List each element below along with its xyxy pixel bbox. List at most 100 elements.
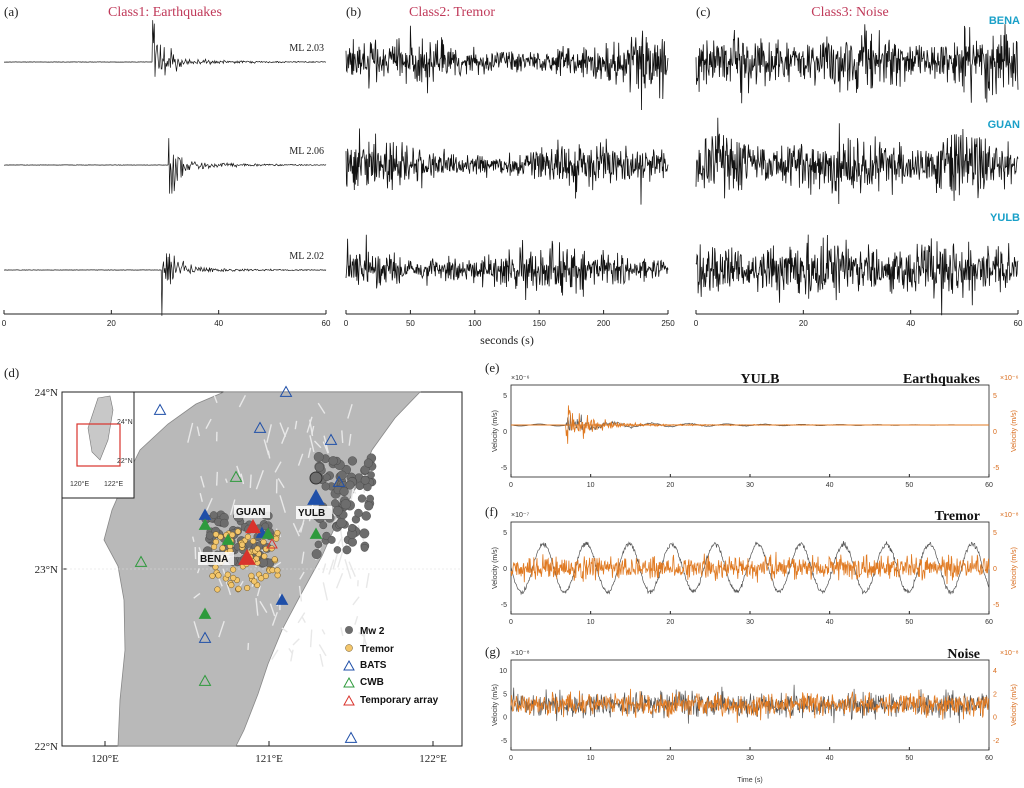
tremor-marker <box>274 529 281 536</box>
waveform-trace <box>3 253 327 316</box>
y-axis-label-right: Velocity (m/s) <box>1011 547 1018 589</box>
tremor-marker <box>209 572 216 579</box>
cwb-station-icon <box>198 607 212 619</box>
earthquake-marker <box>342 545 352 555</box>
y-tick-label: 10 <box>499 668 507 675</box>
tremor-marker <box>254 545 261 552</box>
y-tick-label-right: -5 <box>993 465 999 472</box>
x-tick-label: 0 <box>509 755 513 762</box>
x-tick-label: 20 <box>107 319 116 328</box>
wave-class-title: Tremor <box>935 509 980 524</box>
bats-station-icon <box>153 403 167 415</box>
terrain-shade <box>288 648 293 654</box>
y-axis-label: Velocity (m/s) <box>492 684 499 726</box>
tremor-marker <box>271 556 278 563</box>
earthquake-marker <box>219 518 229 528</box>
y-tick-label-right: -5 <box>993 602 999 609</box>
y-tick-label-right: 2 <box>993 691 997 698</box>
panel-title: Class1: Earthquakes <box>108 5 222 20</box>
x-tick-label: 60 <box>985 619 993 626</box>
tremor-marker <box>217 533 224 540</box>
earthquake-marker <box>332 506 343 516</box>
bats-station-icon <box>198 631 212 643</box>
y-tick-label: -5 <box>501 738 507 745</box>
earthquake-marker <box>314 540 323 549</box>
earthquake-marker <box>360 543 369 552</box>
velocity-trace-orange <box>510 688 990 723</box>
earthquake-marker <box>348 523 357 532</box>
x-tick-label: 100 <box>468 319 482 328</box>
terrain-shade <box>297 612 306 624</box>
panel-label: (a) <box>4 4 18 19</box>
earthquake-marker <box>366 494 374 503</box>
x-tick-label: 50 <box>905 755 913 762</box>
terrain-shade <box>281 627 288 633</box>
terrain-shade <box>299 571 305 580</box>
bats-station-icon <box>332 475 346 487</box>
terrain-shade <box>273 561 282 568</box>
x-tick-label: 20 <box>666 482 674 489</box>
x-tick-label: 20 <box>666 619 674 626</box>
x-tick-label: 250 <box>661 319 675 328</box>
temporary-station-icon <box>238 548 256 565</box>
waveform-trace <box>695 24 1019 104</box>
x-tick-label: 40 <box>826 482 834 489</box>
x-tick-label: 20 <box>799 319 808 328</box>
terrain-shade <box>322 582 328 601</box>
bats-station-icon <box>279 385 293 397</box>
x-tick-label: 0 <box>509 619 513 626</box>
x-tick-label: 50 <box>905 619 913 626</box>
terrain-shade <box>352 596 360 606</box>
tremor-marker <box>224 571 231 578</box>
temporary-station-icon <box>266 537 278 549</box>
earthquake-marker <box>367 471 375 479</box>
y-tick-label-right: 4 <box>993 668 997 675</box>
tremor-marker <box>251 578 258 585</box>
tremor-marker <box>230 566 237 573</box>
terrain-shade <box>263 439 270 456</box>
tremor-marker <box>250 538 257 545</box>
terrain-shade <box>337 551 344 568</box>
earthquake-marker <box>261 522 269 531</box>
terrain-shade <box>187 422 194 443</box>
y-tick-label-right: 5 <box>993 530 997 537</box>
terrain-shade <box>193 621 200 639</box>
terrain-shade <box>271 611 278 626</box>
waveform-trace <box>345 234 669 301</box>
terrain-shade <box>301 551 305 564</box>
bats-station-icon <box>344 731 358 743</box>
tremor-marker <box>260 538 267 546</box>
waveform-trace <box>3 138 327 194</box>
y-axis-label-right: Velocity (m/s) <box>1011 684 1018 726</box>
panel-title: Class2: Tremor <box>409 5 495 20</box>
cwb-station-icon <box>198 674 212 686</box>
tremor-marker <box>212 564 219 571</box>
terrain-shade <box>200 475 205 488</box>
terrain-shade <box>193 592 201 599</box>
station-label-bg <box>296 506 332 519</box>
earthquake-marker <box>337 470 347 480</box>
y-tick-label: 0 <box>503 566 507 573</box>
terrain-shade <box>309 435 315 453</box>
right-exponent: ×10⁻⁸ <box>1000 512 1019 519</box>
terrain-shade <box>196 426 201 437</box>
x-tick-label: 0 <box>509 482 513 489</box>
bats-station-icon <box>307 488 325 505</box>
inset-taiwan <box>87 395 114 461</box>
y-axis-label: Velocity (m/s) <box>492 410 499 452</box>
wave-class-title: Earthquakes <box>903 372 981 387</box>
terrain-shade <box>206 497 213 511</box>
terrain-shade <box>313 440 322 449</box>
earthquake-marker <box>361 511 371 521</box>
terrain-shade <box>292 638 300 646</box>
earthquake-marker <box>339 486 349 497</box>
right-exponent: ×10⁻⁸ <box>1000 650 1019 657</box>
terrain-shade <box>216 471 218 486</box>
terrain-shade <box>271 649 279 660</box>
magnitude-label: ML 2.02 <box>289 251 324 262</box>
terrain-shade <box>192 536 195 542</box>
y-tick-label: 0 <box>503 715 507 722</box>
earthquake-marker <box>363 458 373 468</box>
y-tick-label: 5 <box>503 530 507 537</box>
